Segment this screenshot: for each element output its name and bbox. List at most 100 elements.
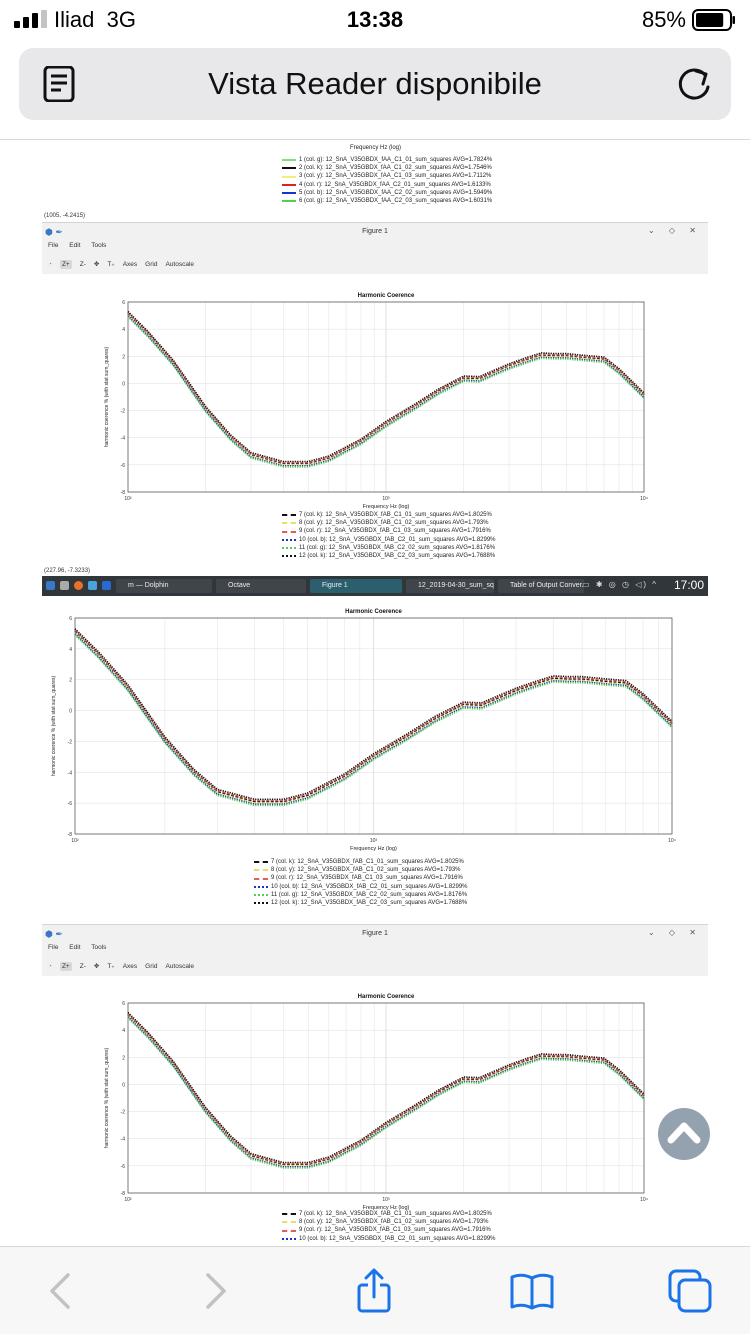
figure-window: ⬢ ✒ Figure 1 ⌄ ◇ ✕ File Edit Tools ◔ Z+ … xyxy=(42,222,708,274)
legend-label: 5 (col. b): 12_SnA_V35GBDX_fAA_C2_02_sum… xyxy=(299,189,493,196)
firefox-icon[interactable] xyxy=(74,581,83,590)
menu-file[interactable]: File xyxy=(48,242,59,249)
y-tick-label: 2 xyxy=(122,1055,125,1061)
launcher-icon[interactable] xyxy=(46,581,55,590)
page-content[interactable]: Frequency Hz (log) 1 (col. g): 12_SnA_V3… xyxy=(42,140,708,1246)
series-line xyxy=(127,1017,645,1169)
series-line xyxy=(127,310,645,463)
y-tick-label: 0 xyxy=(69,709,72,715)
task-octave[interactable]: Octave xyxy=(216,579,306,593)
x-axis-label: Frequency Hz (log) xyxy=(350,846,397,852)
task-file[interactable]: 12_2019-04-30_sum_sq... xyxy=(406,579,494,593)
carrier-network: Iliad 3G xyxy=(54,7,136,33)
legend-entry: 7 (col. k): 12_SnA_V35GBDX_fAB_C1_01_sum… xyxy=(254,858,468,866)
rotate-icon-2[interactable]: ◔ xyxy=(48,962,52,970)
bookmarks-icon[interactable] xyxy=(508,1267,556,1315)
reload-icon[interactable] xyxy=(677,65,713,103)
share-icon[interactable] xyxy=(350,1267,398,1315)
zoom-in-button-2[interactable]: Z+ xyxy=(59,961,72,971)
legend-swatch xyxy=(254,885,268,888)
y-axis-label: harmonic coerence % (with stat sum_quare… xyxy=(104,1048,110,1149)
legend-swatch xyxy=(282,530,296,533)
legend-label: 10 (col. b): 12_SnA_V35GBDX_fAB_C2_01_su… xyxy=(271,883,468,890)
desktop-icon[interactable] xyxy=(60,581,69,590)
system-tray[interactable]: ▭ ✱ ◎ ◷ ◁) ^ xyxy=(582,580,658,589)
scroll-to-top-button[interactable] xyxy=(658,1108,710,1160)
y-tick-label: -6 xyxy=(68,801,73,807)
legend-label: 11 (col. g): 12_SnA_V35GBDX_fAB_C2_02_su… xyxy=(299,544,496,551)
axes-button-2[interactable]: Axes xyxy=(122,962,138,970)
network-type: 3G xyxy=(106,7,136,32)
menu-edit[interactable]: Edit xyxy=(69,242,81,249)
legend-swatch xyxy=(282,1221,296,1224)
text-tool-icon[interactable]: T₊ xyxy=(107,261,115,268)
legend-top: 1 (col. g): 12_SnA_V35GBDX_fAA_C1_01_sum… xyxy=(282,156,492,205)
legend-entry: 12 (col. k): 12_SnA_V35GBDX_fAB_C2_03_su… xyxy=(254,899,468,907)
axes-button[interactable]: Axes xyxy=(122,260,138,268)
reader-view-icon[interactable] xyxy=(43,66,75,102)
legend-label: 9 (col. r): 12_SnA_V35GBDX_fAB_C1_03_sum… xyxy=(271,875,463,882)
forward-icon[interactable] xyxy=(192,1267,240,1315)
legend-label: 8 (col. y): 12_SnA_V35GBDX_fAB_C1_02_sum… xyxy=(271,867,461,874)
page-address[interactable]: Vista Reader disponibile xyxy=(208,66,542,101)
y-tick-label: -4 xyxy=(121,436,126,442)
top-xlabel: Frequency Hz (log) xyxy=(350,145,402,151)
legend-swatch xyxy=(254,902,268,905)
task-table[interactable]: Table of Output Conver... xyxy=(498,579,584,593)
address-bar[interactable]: Vista Reader disponibile xyxy=(19,48,731,120)
rotate-icon[interactable]: ◔ xyxy=(48,260,52,268)
text-tool-icon-2[interactable]: T₊ xyxy=(107,963,115,970)
series-line xyxy=(127,312,645,465)
menu-edit-2[interactable]: Edit xyxy=(69,944,81,951)
legend-label: 7 (col. k): 12_SnA_V35GBDX_fAB_C1_01_sum… xyxy=(271,859,464,865)
zoom-out-button-2[interactable]: Z- xyxy=(79,962,86,970)
plot-frame xyxy=(127,1002,645,1194)
series-line xyxy=(127,1011,645,1164)
task-figure[interactable]: Figure 1 xyxy=(310,579,402,593)
x-tick-label: 10² xyxy=(124,496,132,502)
chart-2: Harmonic Coerence -8 -6 -4 -2 0 2 4 6 10² 10³ 10⁴ Fr… xyxy=(42,604,708,854)
series-line xyxy=(127,1016,645,1168)
x-tick-label: 10⁴ xyxy=(668,838,676,844)
chart-title: Harmonic Coerence xyxy=(358,994,415,1000)
legend-swatch xyxy=(282,522,296,525)
legend-swatch xyxy=(282,159,296,162)
zoom-out-button[interactable]: Z- xyxy=(79,260,86,268)
y-tick-label: -8 xyxy=(121,1191,126,1197)
legend-swatch xyxy=(282,546,296,549)
figure-window-2: ⬢ ✒ Figure 1 ⌄ ◇ ✕ File Edit Tools ◔ Z+ … xyxy=(42,924,708,976)
autoscale-button[interactable]: Autoscale xyxy=(165,260,194,268)
tabs-icon[interactable] xyxy=(666,1267,714,1315)
y-tick-label: -4 xyxy=(121,1137,126,1143)
legend-label: 8 (col. y): 12_SnA_V35GBDX_fAB_C1_02_sum… xyxy=(299,1219,489,1226)
legend-entry: 9 (col. r): 12_SnA_V35GBDX_fAB_C1_03_sum… xyxy=(282,527,496,535)
octave-launch-icon[interactable] xyxy=(102,581,111,590)
legend-entry: 10 (col. b): 12_SnA_V35GBDX_fAB_C2_01_su… xyxy=(282,1235,496,1243)
legend-swatch xyxy=(254,861,268,864)
legend-entry: 11 (col. g): 12_SnA_V35GBDX_fAB_C2_02_su… xyxy=(254,891,468,899)
pan-icon-2[interactable]: ✥ xyxy=(93,963,100,970)
legend-swatch xyxy=(282,538,296,541)
y-tick-label: -2 xyxy=(68,739,73,745)
zoom-in-button[interactable]: Z+ xyxy=(59,259,72,269)
window-buttons-2[interactable]: ⌄ ◇ ✕ xyxy=(647,928,702,937)
x-tick-label: 10³ xyxy=(370,838,378,844)
menu-file-2[interactable]: File xyxy=(48,944,59,951)
autoscale-button-2[interactable]: Autoscale xyxy=(165,962,194,970)
legend-label: 8 (col. y): 12_SnA_V35GBDX_fAB_C1_02_sum… xyxy=(299,520,489,527)
y-tick-label: -2 xyxy=(121,409,126,415)
window-buttons[interactable]: ⌄ ◇ ✕ xyxy=(647,226,702,235)
legend-label: 11 (col. g): 12_SnA_V35GBDX_fAB_C2_02_su… xyxy=(271,891,468,898)
task-dolphin[interactable]: m — Dolphin xyxy=(116,579,212,593)
figure-titlebar: ⬢ ✒ Figure 1 ⌄ ◇ ✕ xyxy=(42,223,708,242)
menu-tools[interactable]: Tools xyxy=(91,242,107,249)
files-icon[interactable] xyxy=(88,581,97,590)
grid-button[interactable]: Grid xyxy=(145,260,158,268)
pan-icon[interactable]: ✥ xyxy=(93,261,100,268)
series-line xyxy=(74,633,673,805)
grid-button-2[interactable]: Grid xyxy=(145,962,158,970)
coordinate-readout-2: (227.96, -7.3233) xyxy=(44,568,91,574)
back-icon[interactable] xyxy=(36,1267,84,1315)
menu-tools-2[interactable]: Tools xyxy=(91,944,107,951)
